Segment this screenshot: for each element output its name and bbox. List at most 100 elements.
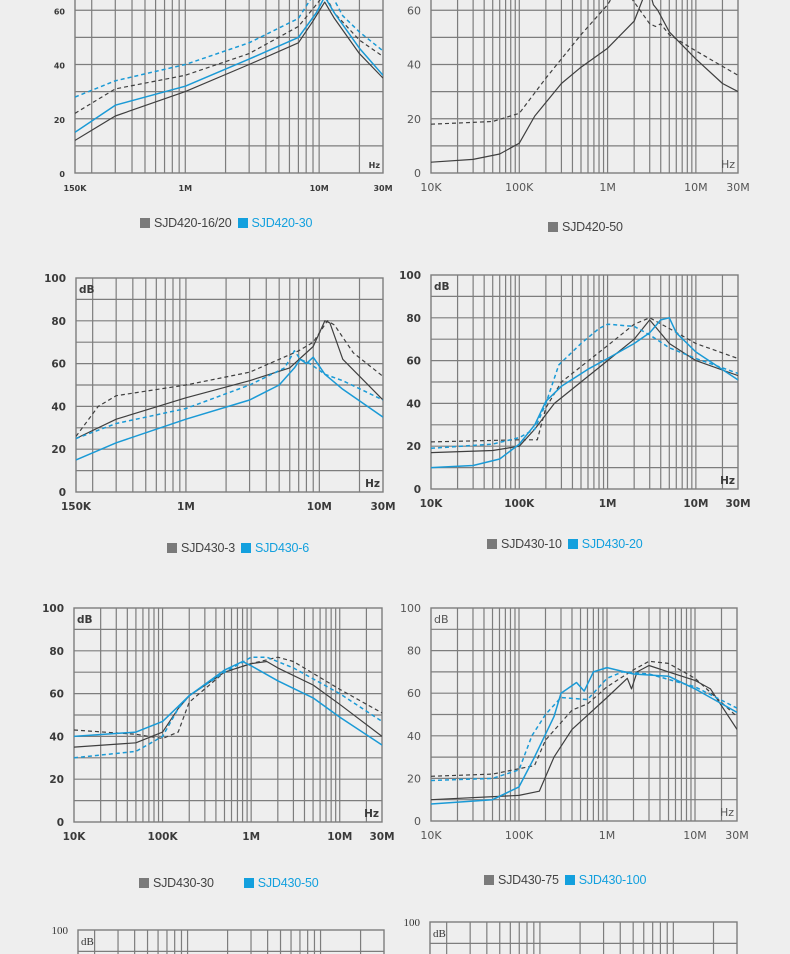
y-tick-label: 60 [406, 356, 421, 368]
x-tick-label: 10K [63, 831, 87, 843]
y-tick-label: 40 [407, 59, 421, 72]
legend-swatch-icon [167, 543, 177, 553]
x-tick-label: 1M [242, 831, 260, 843]
x-tick-label: 10M [327, 831, 352, 843]
legend-label: SJD420-50 [562, 220, 623, 234]
legend-item: SJD420-16/20 [140, 216, 232, 230]
x-tick-label: 10K [420, 498, 444, 510]
legend-label: SJD420-30 [251, 216, 313, 230]
legend-item: SJD430-6 [241, 541, 309, 555]
x-tick-label: 100K [504, 498, 535, 510]
y-tick-label: 20 [406, 441, 421, 453]
series-line-2 [76, 320, 383, 437]
series-line-1 [76, 320, 383, 440]
series-line-1 [431, 664, 737, 801]
series-line-3 [76, 356, 383, 461]
series-line-2 [431, 317, 738, 443]
x-tick-label: 30M [369, 831, 394, 843]
y-unit-label: dB [79, 284, 95, 296]
y-tick-label: 60 [49, 689, 64, 701]
legend-label: SJD430-6 [255, 541, 309, 555]
chart-legend: SJD430-3 SJD430-6 [167, 541, 315, 555]
y-tick-label: 40 [54, 62, 66, 71]
y-tick-label: 0 [59, 487, 66, 499]
x-tick-label: 150K [61, 501, 92, 513]
y-tick-label: 40 [51, 401, 66, 413]
legend-item: SJD430-30 [139, 876, 214, 890]
y-tick-label: 80 [49, 646, 64, 658]
y-unit-label: dB [81, 936, 94, 948]
x-tick-label: 10M [310, 184, 329, 193]
x-tick-label: 30M [726, 181, 750, 194]
legend-swatch-icon [487, 539, 497, 549]
legend-label: SJD430-100 [578, 873, 647, 887]
y-tick-label: 0 [59, 170, 65, 179]
x-tick-label: 30M [370, 501, 395, 513]
y-tick-label: 20 [51, 444, 66, 456]
y-unit-label: dB [77, 614, 93, 626]
legend-item: SJD430-20 [567, 537, 643, 551]
x-tick-label: 10K [420, 181, 442, 194]
x-tick-label: 1M [179, 184, 193, 193]
y-tick-label: 60 [51, 359, 66, 371]
y-tick-label: 60 [407, 687, 421, 700]
y-tick-label: 40 [407, 730, 421, 743]
x-unit-label: Hz [365, 478, 380, 490]
x-tick-label: 30M [725, 498, 750, 510]
legend-label: SJD430-30 [153, 876, 214, 890]
legend-label: SJD430-3 [181, 541, 235, 555]
series-line-4 [431, 323, 738, 450]
plot-frame [77, 929, 385, 954]
legend-swatch-icon [139, 878, 149, 888]
x-tick-label: 1M [599, 498, 617, 510]
x-unit-label: Hz [364, 808, 379, 820]
series-line-4 [76, 350, 383, 440]
series-line-2 [75, 0, 383, 114]
x-unit-label: Hz [720, 475, 735, 487]
y-tick-label: 60 [54, 7, 66, 16]
legend-swatch-icon [241, 543, 251, 553]
y-unit-label: dB [434, 281, 450, 293]
y-tick-label: 0 [57, 817, 64, 829]
legend-swatch-icon [237, 218, 248, 228]
x-tick-label: 10M [684, 181, 708, 194]
x-tick-label: 1M [177, 501, 195, 513]
legend-item: SJD420-30 [237, 216, 313, 230]
x-tick-label: 30M [725, 829, 749, 842]
series-line-3 [75, 0, 383, 133]
y-unit-label: dB [433, 928, 446, 940]
y-tick-label: 20 [407, 113, 421, 126]
y-tick-label: 20 [49, 774, 64, 786]
y-tick-label: 100 [52, 925, 69, 937]
y-tick-label: 0 [414, 167, 421, 180]
plot-frame [429, 921, 738, 954]
series-line-1 [431, 0, 738, 163]
y-tick-label: 20 [407, 772, 421, 785]
legend-label: SJD430-75 [498, 873, 559, 887]
y-tick-label: 20 [54, 116, 66, 125]
series-line-3 [431, 317, 738, 469]
x-tick-label: 150K [64, 184, 88, 193]
series-line-4 [74, 656, 382, 759]
y-tick-label: 100 [399, 270, 421, 282]
legend-label: SJD430-10 [501, 537, 562, 551]
legend-label: SJD430-20 [581, 537, 643, 551]
x-tick-label: 30M [373, 184, 392, 193]
y-tick-label: 100 [44, 273, 66, 285]
legend-swatch-icon [567, 539, 578, 549]
chart-legend: SJD430-10 SJD430-20 [487, 537, 649, 551]
series-line-4 [431, 671, 737, 782]
legend-swatch-icon [484, 875, 494, 885]
legend-item: SJD430-75 [484, 873, 559, 887]
x-tick-label: 10K [420, 829, 442, 842]
series-line-4 [75, 0, 383, 98]
chart-legend: SJD430-75 SJD430-100 [484, 873, 652, 887]
y-tick-label: 80 [407, 645, 421, 658]
y-unit-label: dB [434, 613, 449, 626]
